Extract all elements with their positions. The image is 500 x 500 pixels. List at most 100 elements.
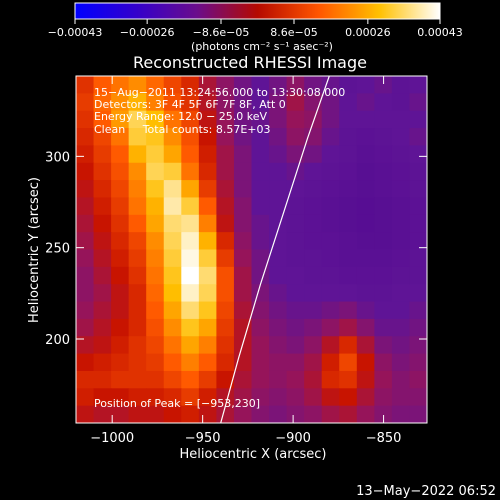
heatmap-cell [146, 180, 165, 198]
emission-heatmap [76, 76, 427, 423]
heatmap-cell [356, 162, 375, 181]
heatmap-cell [251, 353, 270, 372]
heatmap-cell [251, 128, 270, 146]
heatmap-cell [233, 76, 252, 94]
heatmap-cell [391, 266, 410, 285]
heatmap-cell [146, 232, 165, 250]
heatmap-cell [286, 214, 305, 233]
heatmap-cell [304, 249, 323, 268]
heatmap-cell [128, 128, 147, 146]
heatmap-cell [128, 336, 147, 355]
annotation-time-range: 15−Aug−2011 13:24:56.000 to 13:30:08.000 [94, 86, 345, 99]
heatmap-cell [163, 110, 182, 129]
heatmap-cell [339, 162, 358, 181]
heatmap-cell [233, 318, 252, 337]
heatmap-cell [409, 76, 427, 94]
heatmap-cell [163, 232, 182, 250]
heatmap-cell [128, 76, 147, 94]
heatmap-cell [76, 249, 95, 268]
heatmap-cell [304, 197, 323, 216]
heatmap-cell [111, 266, 130, 285]
heatmap-cell [198, 284, 217, 303]
heatmap-cell [76, 93, 95, 112]
heatmap-cell [216, 266, 235, 285]
heatmap-cell [128, 232, 147, 250]
colorbar-tick-label: −0.00026 [120, 26, 175, 39]
heatmap-cell [163, 197, 182, 216]
heatmap-cell [374, 353, 393, 372]
heatmap-cell [181, 249, 200, 268]
heatmap-cell [93, 110, 112, 129]
heatmap-cell [321, 76, 340, 94]
heatmap-cell [391, 214, 410, 233]
heatmap-cell [233, 266, 252, 285]
heatmap-cell [391, 162, 410, 181]
heatmap-cell [111, 249, 130, 268]
heatmap-cell [146, 93, 165, 112]
peak-position-label: Position of Peak = [−953,230] [94, 397, 260, 410]
heatmap-cell [269, 162, 288, 181]
heatmap-cell [233, 301, 252, 320]
heatmap-cell [304, 301, 323, 320]
heatmap-cell [233, 370, 252, 389]
heatmap-cell [339, 110, 358, 129]
heatmap-cell [409, 232, 427, 250]
heatmap-cell [251, 145, 270, 164]
heatmap-cell [181, 353, 200, 372]
heatmap-cell [304, 336, 323, 355]
heatmap-cell [409, 214, 427, 233]
heatmap-cell [93, 232, 112, 250]
heatmap-cell [233, 197, 252, 216]
heatmap-cell [163, 388, 182, 407]
heatmap-cell [146, 284, 165, 303]
heatmap-cell [93, 128, 112, 146]
heatmap-cell [409, 370, 427, 389]
heatmap-cell [374, 76, 393, 94]
heatmap-cell [93, 145, 112, 164]
heatmap-cell [93, 76, 112, 94]
colorbar-tick-label: −0.00043 [48, 26, 103, 39]
heatmap-cell [251, 232, 270, 250]
heatmap-cell [181, 370, 200, 389]
heatmap-cell [163, 162, 182, 181]
heatmap-cell [233, 128, 252, 146]
heatmap-cell [251, 197, 270, 216]
heatmap-cell [321, 388, 340, 407]
heatmap-cell [128, 162, 147, 181]
heatmap-cell [286, 249, 305, 268]
heatmap-cell [321, 232, 340, 250]
heatmap-cell [216, 232, 235, 250]
heatmap-cell [111, 318, 130, 337]
heatmap-cell [356, 370, 375, 389]
heatmap-cell [374, 180, 393, 198]
colorbar-tick-label: 8.6e−05 [270, 26, 317, 39]
heatmap-cell [181, 128, 200, 146]
heatmap-cell [304, 76, 323, 94]
heatmap-cell [304, 284, 323, 303]
heatmap-cell [163, 76, 182, 94]
heatmap-cell [409, 93, 427, 112]
heatmap-cell [321, 284, 340, 303]
heatmap-cell [216, 370, 235, 389]
heatmap-cell [128, 145, 147, 164]
heatmap-cell [374, 110, 393, 129]
heatmap-cell [216, 93, 235, 112]
heatmap-cell [146, 128, 165, 146]
heatmap-cell [374, 197, 393, 216]
heatmap-cell [356, 145, 375, 164]
heatmap-cell [163, 370, 182, 389]
heatmap-cell [198, 93, 217, 112]
heatmap-cell [356, 249, 375, 268]
heatmap-cell [374, 301, 393, 320]
heatmap-cell [163, 180, 182, 198]
heatmap-cell [181, 336, 200, 355]
heatmap-cell [286, 388, 305, 407]
heatmap-cell [269, 93, 288, 112]
heatmap-cell [286, 145, 305, 164]
heatmap-cell [251, 336, 270, 355]
heatmap-cell [111, 284, 130, 303]
heatmap-cell [163, 405, 182, 423]
heatmap-cell [304, 318, 323, 337]
heatmap-cell [163, 336, 182, 355]
heatmap-cell [356, 266, 375, 285]
